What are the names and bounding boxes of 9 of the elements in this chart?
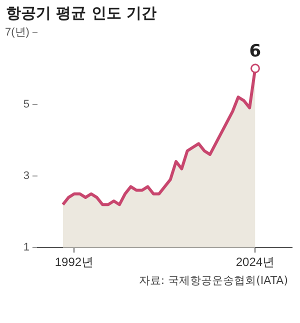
chart-title: 항공기 평균 인도 기간 (5, 3, 158, 23)
x-tick-label: 2024년 (236, 255, 275, 270)
y-tick-label: 5 (23, 98, 30, 110)
y-tick-label: 3 (23, 170, 30, 182)
y-tick-label: 1 (23, 242, 30, 254)
text: 자료: 국제항공운송협회(IATA) (138, 273, 288, 288)
x-tick-label: 1992년 (54, 255, 94, 270)
y-tick-label: 7(년) (4, 26, 30, 39)
data-label: 6 (249, 41, 262, 62)
